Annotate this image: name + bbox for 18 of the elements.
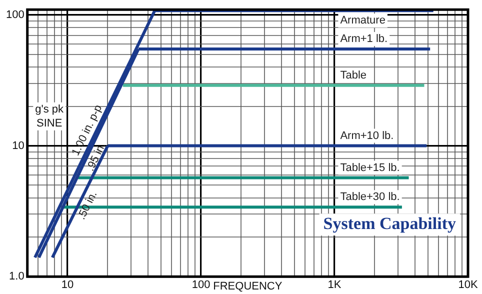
x-tick-label: 10 bbox=[61, 279, 74, 292]
series-label: Table bbox=[340, 69, 367, 82]
y-tick-label: 100 bbox=[6, 9, 24, 22]
y-tick-label: 1.0 bbox=[9, 270, 24, 283]
y-tick-label: 10 bbox=[12, 140, 24, 152]
x-tick-label: 10K bbox=[458, 279, 478, 292]
x-axis-title: FREQUENCY bbox=[213, 280, 283, 292]
x-tick-label: 1K bbox=[328, 279, 342, 292]
text: System Capability bbox=[323, 214, 456, 233]
series-label: Arm+10 lb. bbox=[340, 130, 394, 142]
y-axis-title: g's pk SINE bbox=[35, 103, 64, 130]
series-label: Arm+1 lb. bbox=[340, 33, 388, 46]
series-label: Armature bbox=[340, 14, 386, 27]
x-tick-label: 100 bbox=[192, 279, 210, 292]
text: .95 in. bbox=[84, 140, 108, 174]
series-label: Table+30 lb. bbox=[340, 191, 400, 204]
series-label: Table+15 lb. bbox=[340, 162, 400, 174]
text: .50 in. bbox=[76, 189, 100, 222]
